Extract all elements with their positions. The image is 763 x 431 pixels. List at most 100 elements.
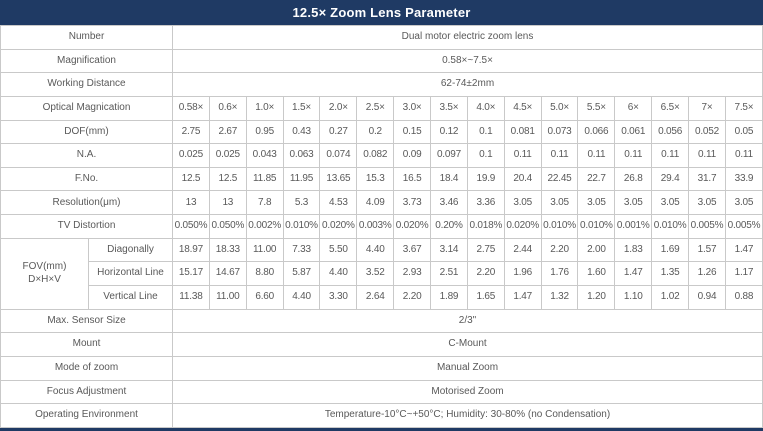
- cell-value: 18.97: [172, 237, 210, 263]
- table-row: F.No. 12.5 12.5 11.85 11.95 13.65 15.3 16.5 18.…: [0, 166, 763, 192]
- cell-value: 1.47: [614, 261, 653, 287]
- cell-value: 7.33: [282, 237, 321, 263]
- cell-value: 0.063: [282, 143, 321, 168]
- row-label: Focus Adjustment: [0, 379, 174, 405]
- row-label: Vertical Line: [87, 285, 174, 310]
- cell-value: 3.0×: [393, 95, 432, 121]
- cell-value: 5.0×: [540, 95, 579, 121]
- cell-value: 14.67: [208, 261, 247, 287]
- cell-value: 4.53: [319, 190, 358, 216]
- cell-value: 0.20%: [430, 214, 468, 239]
- cell-value: 0.6×: [208, 95, 247, 121]
- cell-value: 4.09: [356, 190, 395, 216]
- table-row: Max. Sensor Size 2/3": [0, 308, 763, 334]
- cell-value: 1.96: [503, 261, 542, 287]
- cell-value: 0.020%: [393, 214, 432, 239]
- row-value: C-Mount: [172, 332, 763, 357]
- table-title: 12.5× Zoom Lens Parameter: [0, 0, 763, 25]
- cell-value: 1.69: [651, 237, 690, 263]
- table-row: Number Dual motor electric zoom lens: [0, 25, 763, 50]
- cell-value: 4.0×: [466, 95, 505, 121]
- cell-value: 4.40: [319, 261, 358, 287]
- row-label: Working Distance: [0, 72, 174, 97]
- cell-value: 0.018%: [466, 214, 505, 239]
- row-label: Max. Sensor Size: [0, 308, 174, 334]
- table-row: Resolution(μm) 13 13 7.8 5.3 4.53 4.09 3.73 3.4…: [0, 190, 763, 216]
- cell-value: 0.58×: [172, 95, 210, 121]
- cell-value: 6.60: [245, 285, 284, 310]
- row-label: Number: [0, 25, 174, 50]
- cell-value: 0.43: [282, 119, 321, 145]
- cell-value: 1.0×: [245, 95, 284, 121]
- cell-value: 22.7: [577, 166, 616, 192]
- cell-value: 3.05: [503, 190, 542, 216]
- cell-value: 0.025: [208, 143, 247, 168]
- cell-value: 1.35: [651, 261, 690, 287]
- cell-value: 3.67: [393, 237, 432, 263]
- cell-value: 11.85: [245, 166, 284, 192]
- cell-value: 22.45: [540, 166, 579, 192]
- row-label: N.A.: [0, 143, 174, 168]
- cell-value: 3.46: [430, 190, 468, 216]
- cell-value: 0.005%: [724, 214, 763, 239]
- cell-value: 0.074: [319, 143, 358, 168]
- cell-value: 3.5×: [430, 95, 468, 121]
- cell-value: 20.4: [503, 166, 542, 192]
- table-row: N.A. 0.025 0.025 0.043 0.063 0.074 0.082 0.09 0…: [0, 143, 763, 168]
- cell-value: 1.60: [577, 261, 616, 287]
- cell-value: 0.11: [651, 143, 690, 168]
- cell-value: 0.081: [503, 119, 542, 145]
- cell-value: 26.8: [614, 166, 653, 192]
- table-row: Optical Magnication 0.58× 0.6× 1.0× 1.5× 2.0…: [0, 95, 763, 121]
- cell-value: 0.88: [724, 285, 763, 310]
- table-row: DOF(mm) 2.75 2.67 0.95 0.43 0.27 0.2 0.15 0.12 0…: [0, 119, 763, 145]
- cell-value: 12.5: [172, 166, 210, 192]
- cell-value: 5.87: [282, 261, 321, 287]
- row-label: DOF(mm): [0, 119, 174, 145]
- cell-value: 11.38: [172, 285, 210, 310]
- row-value: 62-74±2mm: [172, 72, 763, 97]
- cell-value: 0.002%: [245, 214, 284, 239]
- cell-value: 0.2: [356, 119, 395, 145]
- cell-value: 11.95: [282, 166, 321, 192]
- cell-value: 1.32: [540, 285, 579, 310]
- row-label: Optical Magnication: [0, 95, 174, 121]
- cell-value: 5.5×: [577, 95, 616, 121]
- cell-value: 12.5: [208, 166, 247, 192]
- cell-value: 2.44: [503, 237, 542, 263]
- cell-value: 2.00: [577, 237, 616, 263]
- cell-value: 0.050%: [172, 214, 210, 239]
- cell-value: 1.17: [724, 261, 763, 287]
- cell-value: 1.5×: [282, 95, 321, 121]
- cell-value: 1.20: [577, 285, 616, 310]
- cell-value: 1.83: [614, 237, 653, 263]
- row-value: Manual Zoom: [172, 355, 763, 381]
- cell-value: 0.11: [688, 143, 726, 168]
- cell-value: 13: [172, 190, 210, 216]
- cell-value: 18.33: [208, 237, 247, 263]
- table-row: Mount C-Mount: [0, 332, 763, 357]
- cell-value: 3.05: [540, 190, 579, 216]
- row-label: Magnification: [0, 48, 174, 74]
- cell-value: 0.11: [577, 143, 616, 168]
- cell-value: 19.9: [466, 166, 505, 192]
- cell-value: 13.65: [319, 166, 358, 192]
- cell-value: 1.26: [688, 261, 726, 287]
- cell-value: 1.47: [503, 285, 542, 310]
- cell-value: 2.20: [393, 285, 432, 310]
- cell-value: 0.11: [614, 143, 653, 168]
- cell-value: 0.020%: [503, 214, 542, 239]
- cell-value: 33.9: [724, 166, 763, 192]
- cell-value: 4.5×: [503, 95, 542, 121]
- cell-value: 0.11: [540, 143, 579, 168]
- row-label: F.No.: [0, 166, 174, 192]
- table-row: Working Distance 62-74±2mm: [0, 72, 763, 97]
- row-value: Dual motor electric zoom lens: [172, 25, 763, 50]
- cell-value: 0.056: [651, 119, 690, 145]
- fov-label-line2: D×H×V: [28, 273, 61, 285]
- cell-value: 0.94: [688, 285, 726, 310]
- cell-value: 16.5: [393, 166, 432, 192]
- cell-value: 2.20: [540, 237, 579, 263]
- table-row: Vertical Line 11.38 11.00 6.60 4.40 3.30 2.64…: [1, 285, 763, 310]
- row-value: Temperature-10°C~+50°C; Humidity: 30-80%…: [172, 403, 763, 428]
